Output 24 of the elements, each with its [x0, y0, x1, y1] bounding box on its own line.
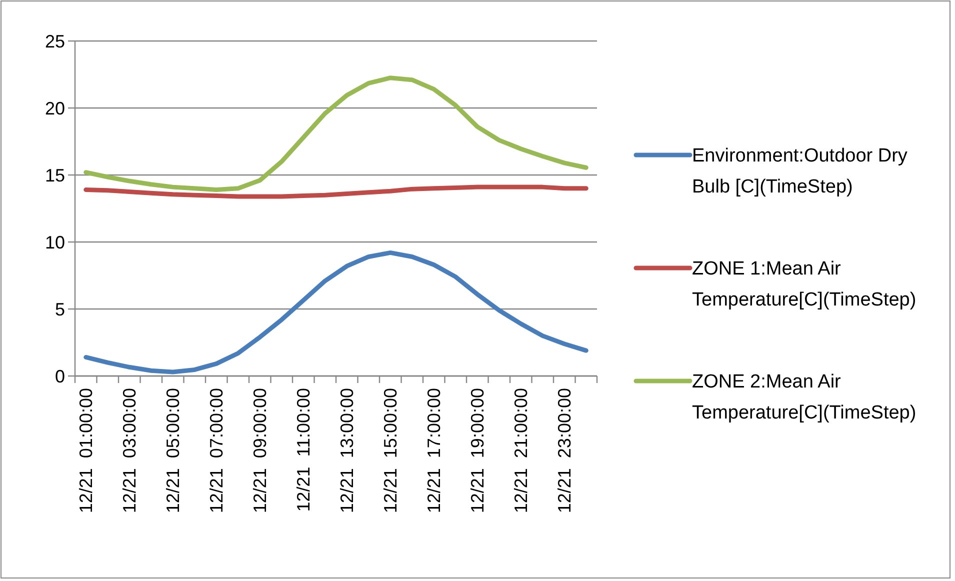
x-tick-label: 12/21 15:00:00: [380, 388, 400, 514]
x-tick-label: 12/21 21:00:00: [510, 388, 531, 514]
line-series: [84, 184, 588, 199]
x-tick-label: 12/21 01:00:00: [76, 388, 96, 514]
x-tick-label: 12/21 23:00:00: [554, 388, 574, 514]
x-tick-label: 12/21 11:00:00: [293, 388, 314, 512]
line-series: [84, 250, 588, 374]
x-tick-label: 12/21 03:00:00: [119, 388, 140, 514]
legend-label: ZONE 1:Mean Air Temperature[C](TimeStep): [692, 258, 916, 311]
x-tick-label: 12/21 19:00:00: [467, 388, 488, 514]
y-tick-label: 10: [44, 232, 65, 252]
y-tick-label: 5: [54, 299, 65, 320]
y-tick-label: 25: [44, 31, 65, 52]
y-tick-label: 0: [54, 366, 65, 386]
x-tick-label: 12/21 05:00:00: [162, 388, 183, 514]
line-series: [84, 76, 588, 192]
x-tick-label: 12/21 09:00:00: [250, 388, 270, 514]
x-tick-label: 12/21 17:00:00: [424, 388, 444, 514]
legend-label: Environment:Outdoor Dry Bulb [C](TimeStep): [692, 146, 908, 198]
x-tick-label: 12/21 07:00:00: [206, 388, 226, 514]
legend-label: ZONE 2:Mean Air Temperature[C](TimeStep): [692, 372, 916, 424]
y-tick-label: 20: [44, 98, 65, 118]
y-tick-label: 15: [44, 165, 65, 186]
x-tick-label: 12/21 13:00:00: [336, 388, 357, 514]
